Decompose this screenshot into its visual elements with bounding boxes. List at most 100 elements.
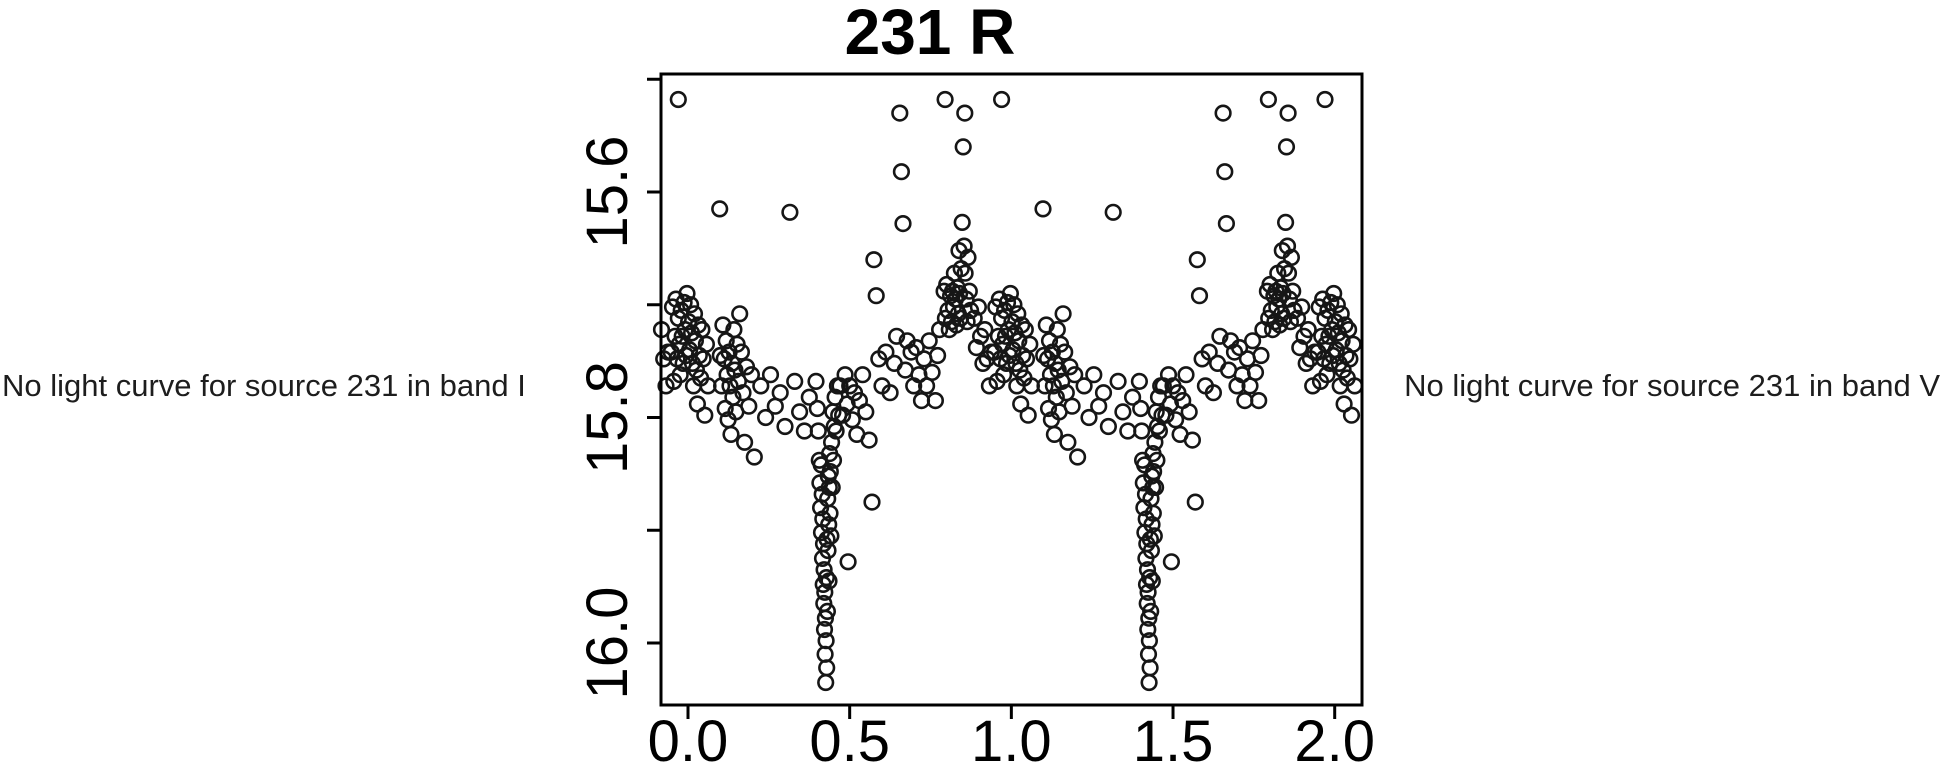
data-point xyxy=(817,568,836,587)
data-point xyxy=(1034,200,1052,218)
data-point xyxy=(1250,392,1268,410)
data-point xyxy=(674,354,692,373)
data-point xyxy=(1039,399,1058,418)
data-point xyxy=(776,417,794,436)
data-point xyxy=(1133,422,1151,440)
data-point xyxy=(1056,343,1074,361)
no-lightcurve-band-i-text: No light curve for source 231 in band I xyxy=(2,368,526,403)
data-point xyxy=(1180,403,1198,421)
data-point xyxy=(1217,215,1235,233)
data-point xyxy=(1141,568,1159,587)
data-point xyxy=(1190,287,1209,305)
data-point xyxy=(920,332,938,350)
data-point xyxy=(1035,346,1053,365)
data-point xyxy=(1243,332,1262,350)
data-point xyxy=(1085,366,1103,384)
data-point xyxy=(820,515,838,534)
data-point xyxy=(956,264,974,282)
data-point xyxy=(894,215,912,233)
data-point xyxy=(1104,203,1122,221)
data-point xyxy=(1282,248,1300,266)
data-point xyxy=(817,673,835,692)
data-point xyxy=(902,343,920,361)
data-point xyxy=(818,659,836,677)
data-point xyxy=(1144,504,1162,522)
data-point xyxy=(1140,632,1158,650)
data-point xyxy=(1304,377,1322,395)
data-point xyxy=(1143,515,1161,534)
data-point xyxy=(1119,422,1137,440)
data-point xyxy=(959,248,977,266)
data-point xyxy=(1284,282,1302,300)
data-point xyxy=(865,251,883,269)
data-point xyxy=(689,316,707,334)
data-point xyxy=(671,366,689,384)
data-point xyxy=(821,463,839,481)
data-point xyxy=(954,138,972,156)
data-point xyxy=(726,361,744,379)
data-point xyxy=(1009,305,1027,323)
data-point xyxy=(745,448,763,466)
data-point xyxy=(1183,431,1201,449)
data-point xyxy=(1140,609,1158,627)
data-point xyxy=(1094,384,1113,402)
data-point xyxy=(1059,433,1077,451)
data-point xyxy=(1157,406,1175,424)
data-point xyxy=(907,339,925,357)
data-point xyxy=(697,335,716,353)
data-point xyxy=(974,354,992,373)
data-point xyxy=(1143,572,1161,590)
data-point xyxy=(1293,298,1311,316)
data-point xyxy=(1278,237,1297,255)
data-point xyxy=(1200,343,1218,361)
data-point xyxy=(891,104,909,122)
data-point xyxy=(1162,553,1180,571)
data-point xyxy=(816,609,835,627)
data-point xyxy=(1306,343,1324,361)
data-point xyxy=(790,403,809,421)
data-point xyxy=(678,284,696,303)
data-point xyxy=(1145,527,1163,545)
data-point xyxy=(807,372,825,391)
data-point xyxy=(1216,163,1234,181)
data-point xyxy=(982,343,1000,361)
data-point xyxy=(685,305,704,323)
data-point xyxy=(1211,327,1229,345)
data-point xyxy=(732,343,751,361)
data-point xyxy=(808,399,826,418)
data-point xyxy=(1045,425,1063,444)
axes-group: 0.0 0.5 1.0 1.5 2.0 15.6 15.8 16.0 xyxy=(575,72,1375,763)
data-point xyxy=(1144,463,1163,481)
data-point xyxy=(1013,316,1031,334)
data-point xyxy=(716,399,734,418)
data-point xyxy=(887,327,906,345)
data-point xyxy=(1238,350,1256,368)
data-point xyxy=(1114,403,1132,421)
data-point xyxy=(711,200,729,218)
data-point xyxy=(867,287,885,305)
data-point xyxy=(1277,138,1296,156)
data-point xyxy=(1146,478,1165,497)
data-point xyxy=(821,504,839,522)
data-point xyxy=(1044,377,1062,395)
data-point xyxy=(1049,361,1067,379)
data-point xyxy=(717,332,735,350)
data-point xyxy=(997,354,1016,373)
data-point xyxy=(967,339,986,357)
data-point xyxy=(827,422,845,440)
data-point xyxy=(1123,388,1142,406)
data-point xyxy=(994,366,1013,384)
data-point xyxy=(1279,104,1297,122)
y-axis-tick-label: 15.6 xyxy=(575,136,640,249)
data-point xyxy=(969,298,988,316)
data-point xyxy=(1063,397,1081,415)
data-point xyxy=(1075,377,1093,395)
data-point xyxy=(822,527,840,545)
x-axis-tick-label: 1.5 xyxy=(1133,709,1214,763)
data-point xyxy=(681,296,700,314)
data-point xyxy=(965,309,983,327)
y-axis-tick-label: 15.8 xyxy=(575,361,640,474)
data-point xyxy=(915,350,933,368)
data-point xyxy=(1177,366,1195,384)
data-point xyxy=(1080,408,1098,427)
